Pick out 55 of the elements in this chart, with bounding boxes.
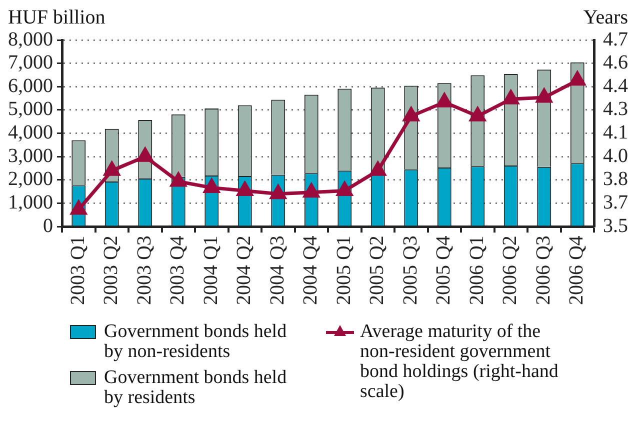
y2-tick-label: 4.4 (603, 74, 628, 97)
y-axis-title: HUF billion (8, 6, 106, 28)
x-tick-label: 2006 Q1 (466, 236, 488, 306)
y-tick-label: 7,000 (8, 52, 53, 74)
x-tick-label: 2005 Q2 (366, 236, 388, 306)
y-tick-label: 1,000 (8, 191, 53, 214)
y-tick-label: 3,000 (8, 144, 53, 167)
point (436, 93, 452, 108)
point (370, 162, 386, 176)
point (536, 88, 552, 103)
x-tick-label: 2005 Q1 (332, 236, 355, 306)
legend-label: Average maturity of the non-resident government bond holdings (right-hand scale) (360, 321, 560, 402)
y2-axis-title: Years (583, 6, 628, 28)
x-tick-label: 2006 Q4 (566, 236, 588, 306)
y-tick-label: 0 (43, 214, 53, 237)
legend-label: Government bonds held by residents (104, 367, 288, 408)
point (104, 162, 120, 176)
x-tick-label: 2003 Q4 (166, 236, 189, 306)
point (570, 72, 586, 86)
y2-tick-label: 4.6 (603, 52, 628, 74)
y-tick-label: 8,000 (8, 28, 53, 50)
point (304, 184, 320, 198)
point (204, 178, 220, 193)
point (237, 182, 253, 196)
x-tick-label: 2004 Q1 (200, 236, 222, 306)
y2-tick-label: 3.7 (603, 191, 628, 214)
y2-tick-label: 4.0 (603, 144, 628, 167)
point (137, 148, 153, 162)
point (503, 90, 519, 104)
point (470, 107, 486, 122)
point (403, 107, 419, 122)
x-tick-label: 2006 Q3 (532, 236, 554, 306)
x-tick-label: 2005 Q3 (399, 236, 422, 306)
x-tick-label: 2003 Q1 (66, 236, 89, 306)
y-tick-label: 4,000 (8, 122, 53, 144)
x-tick-label: 2004 Q3 (266, 236, 288, 306)
y-tick-label: 5,000 (8, 98, 53, 120)
y-tick-label: 2,000 (8, 168, 53, 190)
y2-tick-label: 4.1 (603, 122, 628, 144)
point (270, 185, 286, 200)
legend-label: Government bonds held by non-residents (104, 321, 288, 362)
y2-tick-label: 4.3 (603, 98, 628, 120)
x-tick-label: 2003 Q2 (100, 236, 122, 306)
y2-tick-label: 4.7 (603, 28, 628, 50)
x-tick-label: 2004 Q2 (233, 236, 256, 306)
x-tick-label: 2005 Q4 (432, 236, 455, 306)
point (70, 200, 86, 215)
x-tick-label: 2006 Q2 (499, 236, 522, 306)
point (170, 172, 186, 187)
y2-tick-label: 3.8 (603, 168, 628, 190)
y-tick-label: 6,000 (8, 74, 53, 97)
y2-tick-label: 3.5 (603, 214, 628, 237)
x-tick-label: 2003 Q3 (133, 236, 156, 306)
point (336, 182, 352, 196)
x-tick-label: 2004 Q4 (300, 236, 322, 306)
